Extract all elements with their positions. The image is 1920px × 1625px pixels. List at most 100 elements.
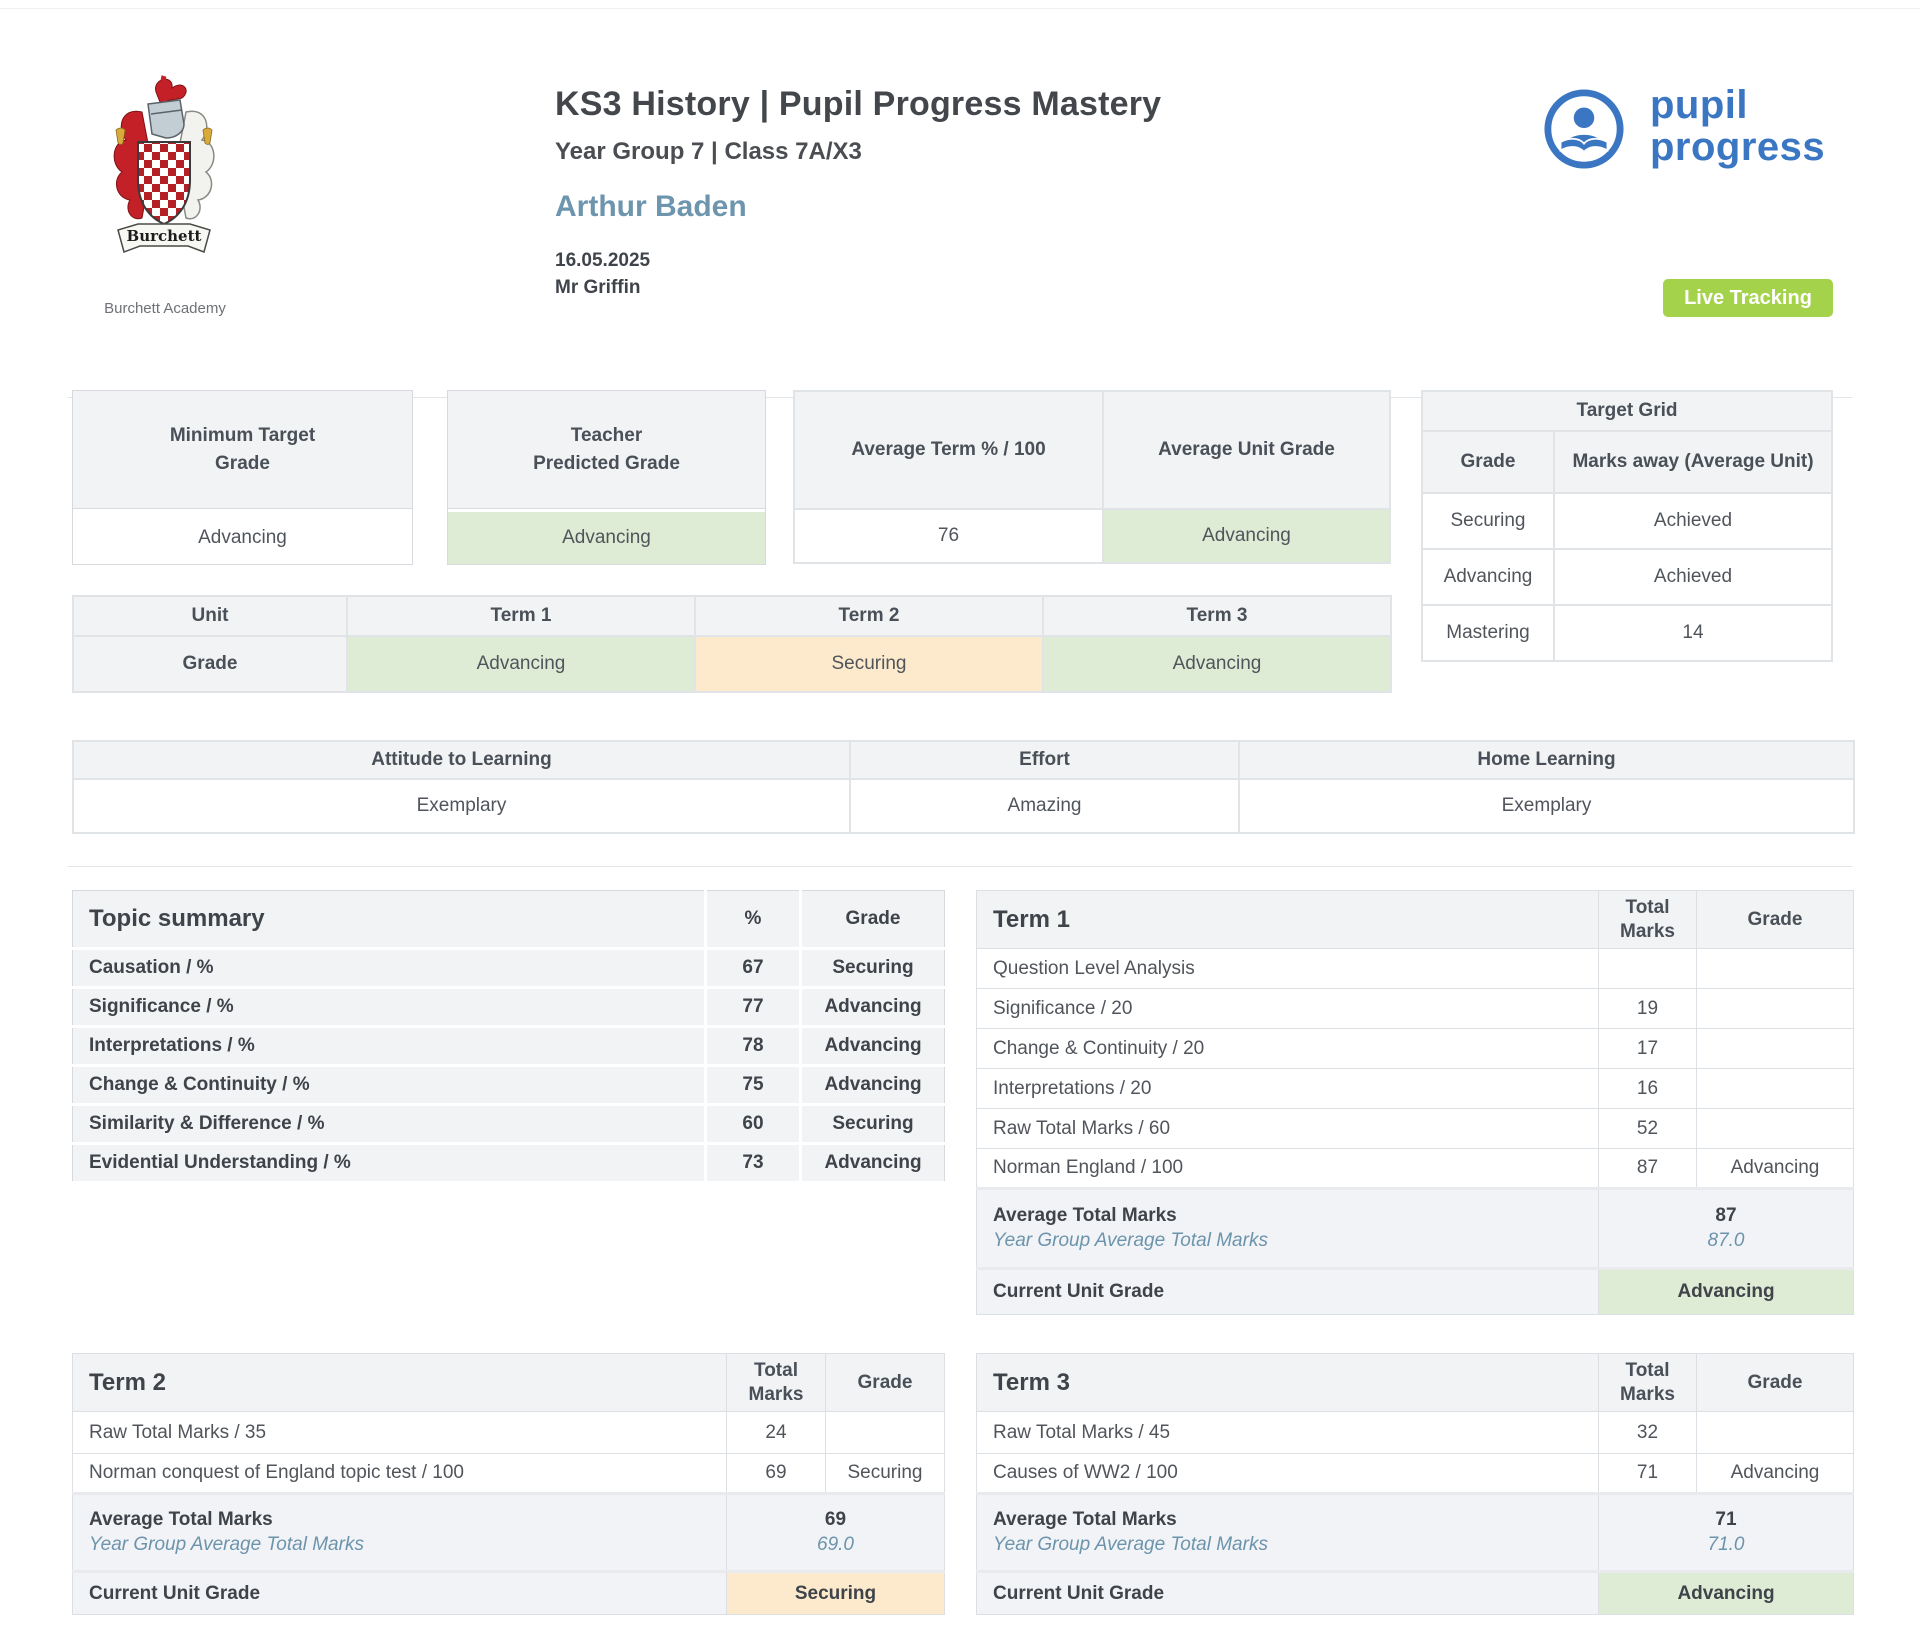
pupil-progress-wordmark: pupil progress [1650, 84, 1825, 168]
topic-percent: 78 [704, 1026, 801, 1067]
assessment-marks: 19 [1598, 988, 1697, 1029]
topic-row: Interpretations / % 78 Advancing [72, 1026, 945, 1067]
assessment-label: Raw Total Marks / 45 [976, 1411, 1599, 1454]
assessment-marks: 71 [1598, 1453, 1697, 1494]
term1-title: Term 1 [976, 890, 1599, 949]
home-learning-label: Home Learning [1238, 740, 1855, 780]
school-name: Burchett Academy [104, 300, 226, 317]
topic-grade: Securing [799, 1104, 945, 1145]
minimum-target-grade-box: Minimum Target Grade Advancing [72, 390, 413, 565]
assessment-label: Causes of WW2 / 100 [976, 1453, 1599, 1494]
grade-row-label: Grade [72, 635, 348, 693]
attitude-to-learning-value: Exemplary [72, 778, 851, 834]
term3-title: Term 3 [976, 1353, 1599, 1412]
term2-title: Term 2 [72, 1353, 727, 1412]
attitudes-table: Attitude to Learning Effort Home Learnin… [72, 740, 1855, 834]
topic-row: Significance / % 77 Advancing [72, 987, 945, 1028]
current-unit-grade-label: Current Unit Grade [72, 1570, 727, 1615]
assessment-marks: 87 [1598, 1148, 1697, 1189]
topic-row: Evidential Understanding / % 73 Advancin… [72, 1143, 945, 1184]
assessment-marks: 32 [1598, 1411, 1697, 1454]
term2-header: Term 2 [694, 595, 1044, 637]
term3-average-row: Average Total Marks Year Group Average T… [976, 1492, 1854, 1572]
average-unit-grade-label: Average Unit Grade [1102, 390, 1391, 510]
assessment-label: Raw Total Marks / 35 [72, 1411, 727, 1454]
average-total-marks-label: Average Total Marks [89, 1509, 273, 1530]
term1-col-grade: Grade [1696, 890, 1854, 949]
topic-row: Similarity & Difference / % 60 Securing [72, 1104, 945, 1145]
target-grid-title: Target Grid [1421, 390, 1833, 432]
assessment-grade [825, 1411, 945, 1454]
term2-table: Term 2 Total Marks Grade Raw Total Marks… [72, 1353, 945, 1615]
assessment-marks: 52 [1598, 1108, 1697, 1149]
minimum-target-grade-label: Minimum Target Grade [73, 391, 412, 509]
assessment-marks: 17 [1598, 1028, 1697, 1069]
term2-col-grade: Grade [825, 1353, 945, 1412]
term1-row: Significance / 20 19 [976, 988, 1854, 1029]
topic-grade: Advancing [799, 1143, 945, 1184]
average-total-marks-value: 71 [1715, 1509, 1737, 1530]
target-grid-table: Target Grid Grade Marks away (Average Un… [1421, 390, 1833, 662]
topic-name: Evidential Understanding / % [72, 1143, 706, 1184]
topic-name: Similarity & Difference / % [72, 1104, 706, 1145]
home-learning-value: Exemplary [1238, 778, 1855, 834]
current-unit-grade-value: Advancing [1598, 1570, 1854, 1615]
current-unit-grade-label: Current Unit Grade [976, 1267, 1599, 1315]
topic-name: Significance / % [72, 987, 706, 1028]
teacher-predicted-grade-label: Teacher Predicted Grade [448, 391, 765, 509]
year-group-average-label: Year Group Average Total Marks [993, 1230, 1268, 1251]
topic-name: Causation / % [72, 948, 706, 989]
top-rule [0, 8, 1920, 9]
term1-table: Term 1 Total Marks Grade Question Level … [976, 890, 1854, 1315]
term3-current-grade-row: Current Unit Grade Advancing [976, 1570, 1854, 1615]
assessment-grade: Advancing [1696, 1453, 1854, 1494]
teacher-predicted-grade-box: Teacher Predicted Grade Advancing [447, 390, 766, 565]
live-tracking-button[interactable]: Live Tracking [1663, 279, 1833, 317]
average-total-marks-value: 87 [1715, 1205, 1737, 1226]
topic-percent: 75 [704, 1065, 801, 1106]
student-name: Arthur Baden [555, 190, 747, 223]
target-grid-row-grade: Advancing [1421, 548, 1555, 606]
school-crest: Burchett [113, 75, 215, 253]
topic-percent: 67 [704, 948, 801, 989]
current-unit-grade-value: Advancing [1598, 1267, 1854, 1315]
assessment-grade [1696, 1028, 1854, 1069]
average-total-marks-value: 69 [824, 1509, 847, 1530]
term3-grade: Advancing [1042, 635, 1392, 693]
assessment-label: Raw Total Marks / 60 [976, 1108, 1599, 1149]
brand-line-2: progress [1650, 125, 1826, 169]
assessment-label: Significance / 20 [976, 988, 1599, 1029]
term1-header: Term 1 [346, 595, 696, 637]
term1-col-total-marks: Total Marks [1598, 890, 1697, 949]
term2-row: Norman conquest of England topic test / … [72, 1453, 945, 1494]
topic-summary-title: Topic summary [72, 890, 706, 950]
topic-grade: Securing [799, 948, 945, 989]
term1-row: Change & Continuity / 20 17 [976, 1028, 1854, 1069]
term1-row: Interpretations / 20 16 [976, 1068, 1854, 1109]
topic-col-grade: Grade [799, 890, 945, 950]
averages-table: Average Term % / 100 Average Unit Grade … [793, 390, 1391, 564]
term1-row: Raw Total Marks / 60 52 [976, 1108, 1854, 1149]
assessment-marks [1598, 948, 1697, 989]
average-term-label: Average Term % / 100 [793, 390, 1104, 510]
pupil-progress-logo-icon [1544, 89, 1624, 169]
assessment-grade [1696, 948, 1854, 989]
target-grid-row-grade: Mastering [1421, 604, 1555, 662]
topic-summary-table: Topic summary % Grade Causation / % 67 S… [72, 890, 945, 1184]
assessment-label: Change & Continuity / 20 [976, 1028, 1599, 1069]
assessment-grade: Advancing [1696, 1148, 1854, 1189]
topic-grade: Advancing [799, 1065, 945, 1106]
term1-row: Question Level Analysis [976, 948, 1854, 989]
unit-grades-table: Unit Term 1 Term 2 Term 3 Grade Advancin… [72, 595, 1392, 693]
section-divider-2 [68, 866, 1852, 867]
brand-line-1: pupil [1650, 83, 1749, 127]
teacher-name: Mr Griffin [555, 277, 641, 298]
current-unit-grade-value: Securing [726, 1570, 945, 1615]
average-unit-grade-value: Advancing [1102, 508, 1391, 564]
topic-grade: Advancing [799, 987, 945, 1028]
assessment-label: Interpretations / 20 [976, 1068, 1599, 1109]
teacher-predicted-grade-value: Advancing [448, 509, 765, 564]
topic-col-percent: % [704, 890, 801, 950]
assessment-grade [1696, 1108, 1854, 1149]
year-group-average-label: Year Group Average Total Marks [89, 1534, 364, 1555]
